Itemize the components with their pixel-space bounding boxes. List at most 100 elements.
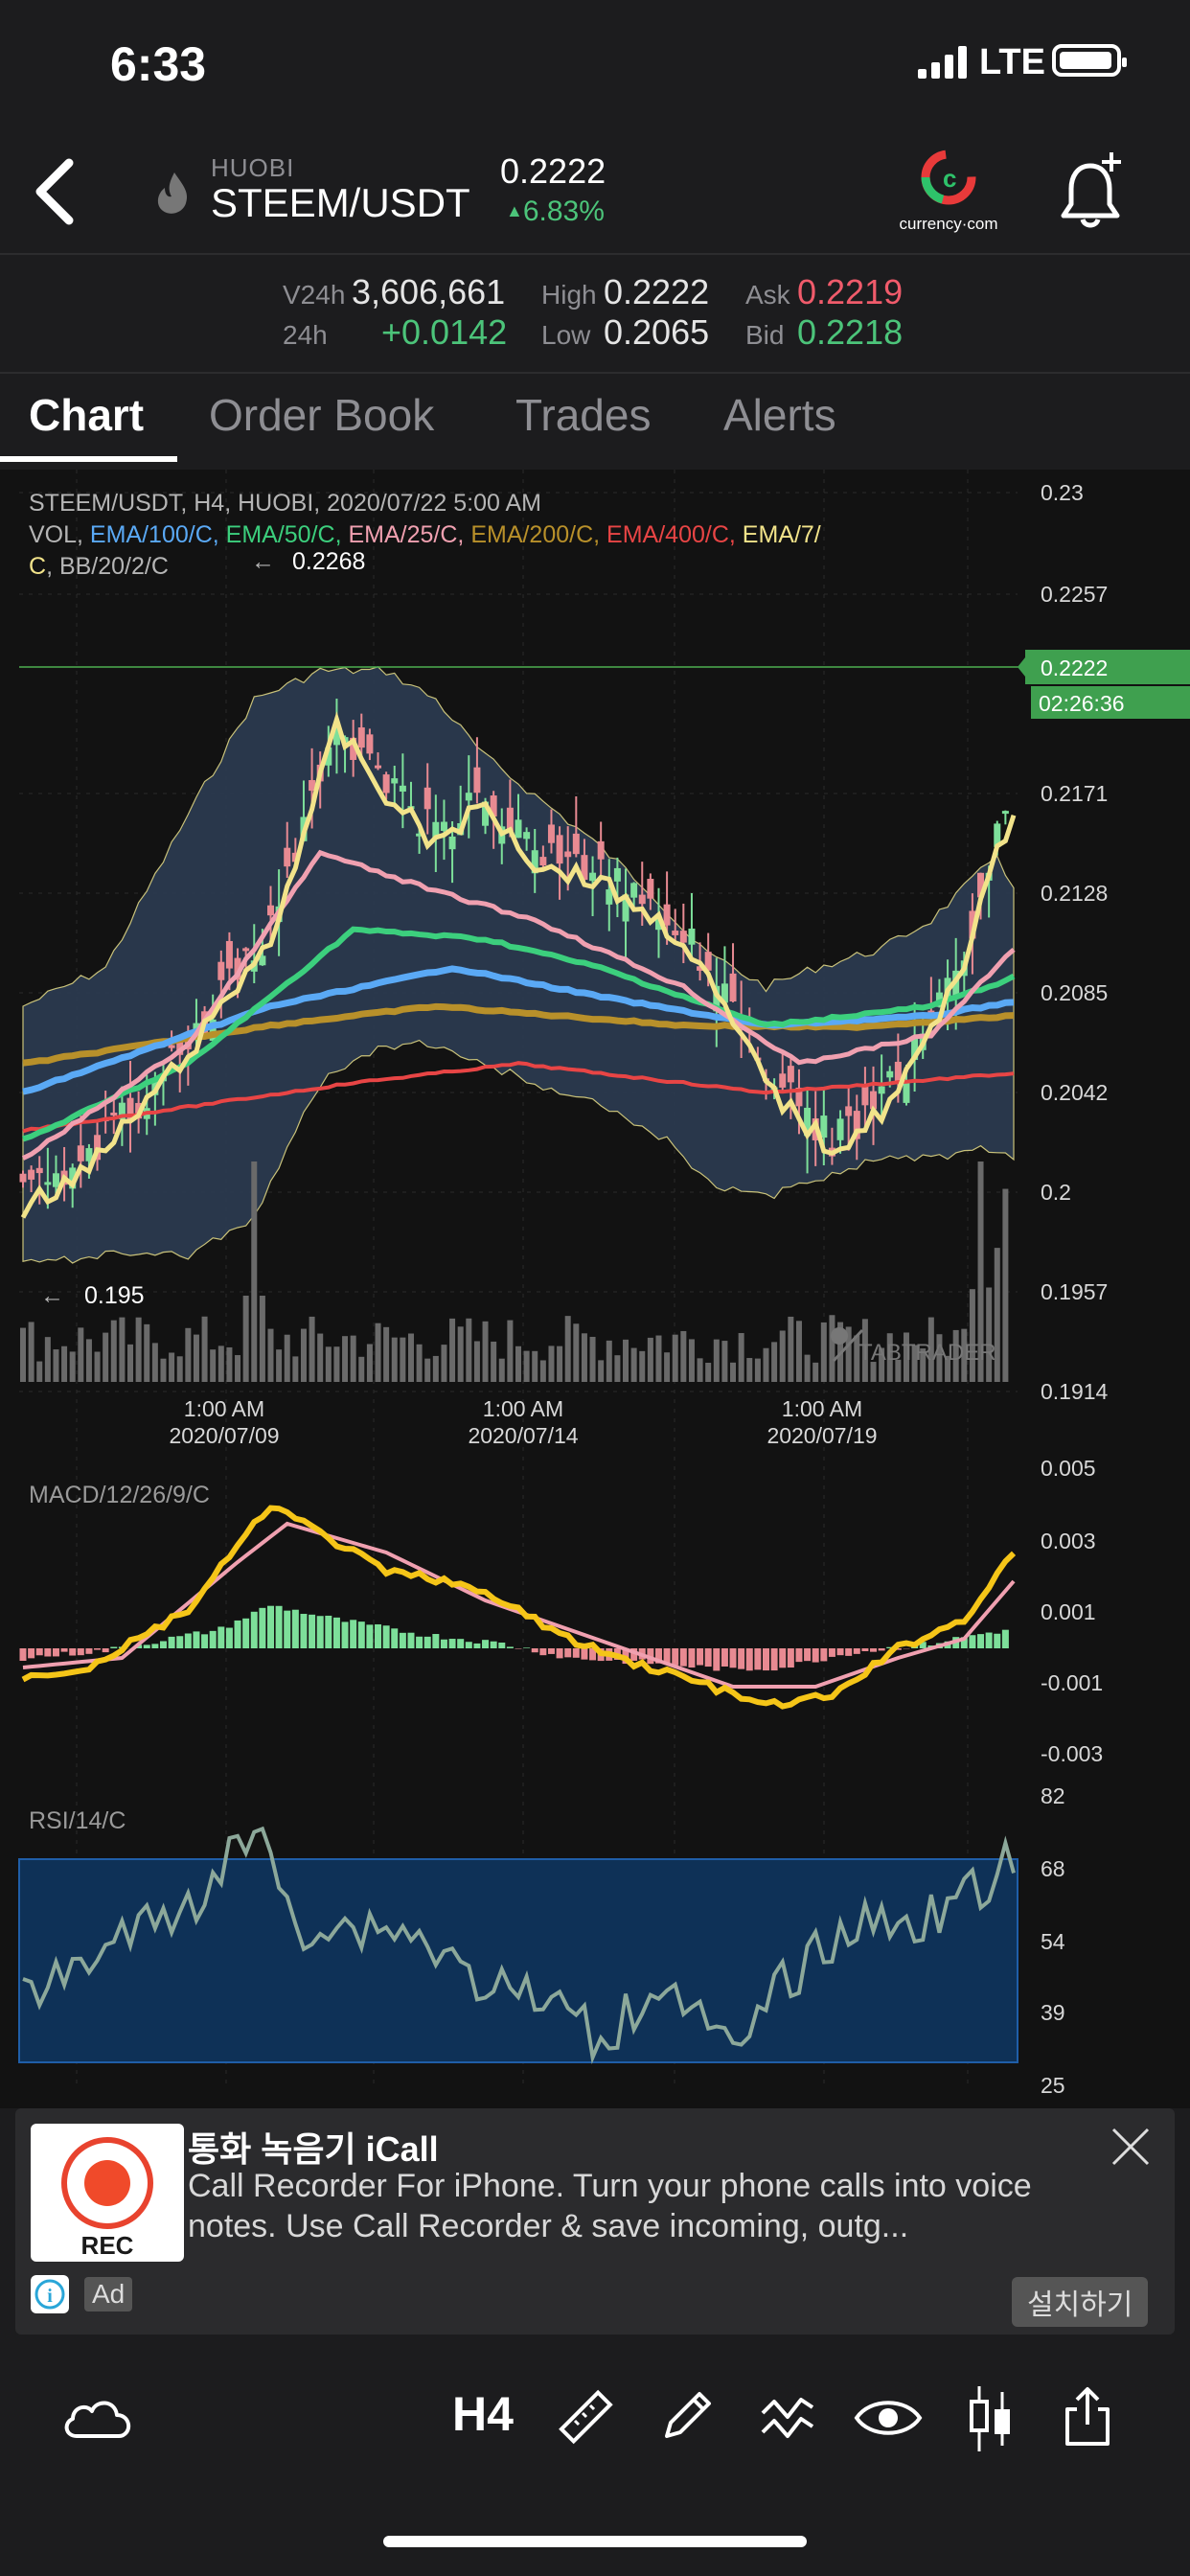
macd-bar <box>697 1648 704 1666</box>
candle-body <box>903 1081 910 1103</box>
candle-body <box>440 821 447 832</box>
time-axis-time: 1:00 AM <box>184 1396 264 1421</box>
currency-com-logo-icon: c currency·com <box>900 150 998 233</box>
candle-body <box>581 855 588 881</box>
candle-body <box>110 1112 118 1116</box>
volume-bar <box>424 1358 431 1382</box>
ad-install-button[interactable]: 설치하기 <box>1012 2277 1149 2327</box>
svg-text:i: i <box>47 2286 53 2307</box>
volume-bar <box>829 1315 835 1382</box>
macd-bar <box>201 1634 209 1648</box>
price-axis-label: 0.2128 <box>1041 881 1108 906</box>
huobi-flame-icon <box>157 172 188 214</box>
indicator-label-2: EMA/25/C, <box>348 521 470 548</box>
macd-bar <box>382 1625 390 1648</box>
ask-label: Ask <box>745 280 790 310</box>
time-axis-time: 1:00 AM <box>782 1396 862 1421</box>
candle-body <box>564 851 572 858</box>
max-arrow-icon: ← <box>251 548 275 575</box>
candle-body <box>606 889 613 905</box>
candle-body <box>448 836 456 850</box>
add-alert-bell-icon[interactable] <box>1052 149 1129 235</box>
candle-body <box>350 737 357 760</box>
macd-bar <box>94 1648 102 1650</box>
eye-icon[interactable] <box>853 2394 924 2442</box>
macd-bar <box>820 1648 828 1662</box>
ask-value: 0.2219 <box>797 272 904 311</box>
ad-info-button[interactable]: i <box>31 2275 69 2313</box>
volume-bar <box>317 1333 324 1382</box>
price-chart[interactable]: 0.23 0.2257 0.2171 0.2128 0.2085 0.2042 0.2 0.1… <box>0 470 1190 2108</box>
macd-bar <box>69 1648 77 1656</box>
macd-bar <box>473 1643 481 1648</box>
price-axis-label: 0.2 <box>1041 1180 1071 1205</box>
candle-body <box>490 795 497 816</box>
indicator-label-3: EMA/200/C, <box>470 521 606 548</box>
volume-bar <box>169 1352 175 1382</box>
tab-chart[interactable]: Chart <box>29 390 145 440</box>
candle-body <box>375 765 382 769</box>
candle-body <box>284 847 291 867</box>
macd-bar <box>35 1648 43 1656</box>
timeframe-button[interactable]: H4 <box>452 2387 514 2441</box>
candle-body <box>357 727 365 748</box>
last-price-tag-text: 0.2222 <box>1041 656 1108 680</box>
indicators-icon[interactable] <box>759 2390 816 2444</box>
candle-body <box>589 872 597 882</box>
ad-title[interactable]: 통화 녹음기 iCall <box>188 2129 439 2169</box>
macd-bar <box>357 1622 365 1648</box>
min-arrow-icon: ← <box>40 1282 64 1309</box>
logo-text: currency·com <box>900 215 998 233</box>
pencil-icon[interactable] <box>657 2388 715 2446</box>
candles-icon[interactable] <box>966 2382 1014 2455</box>
chart-area[interactable]: 0.23 0.2257 0.2171 0.2128 0.2085 0.2042 0.2 0.1… <box>0 470 1190 2108</box>
macd-bar <box>589 1648 597 1661</box>
ad-banner[interactable]: REC 통화 녹음기 iCall Call Recorder For iPhon… <box>15 2108 1175 2334</box>
volume-bar <box>730 1362 737 1382</box>
volume-bar <box>655 1335 662 1382</box>
ruler-icon[interactable] <box>556 2388 613 2446</box>
candle-body <box>638 894 646 905</box>
share-icon[interactable] <box>1062 2386 1113 2448</box>
chart-grid <box>19 470 1018 2089</box>
candle-body <box>391 778 399 784</box>
macd-bar <box>894 1648 902 1650</box>
back-button[interactable] <box>31 153 88 230</box>
ad-description[interactable]: Call Recorder For iPhone. Turn your phon… <box>188 2168 1032 2244</box>
macd-bar <box>225 1627 233 1648</box>
pair-name[interactable]: STEEM/USDT <box>211 180 470 225</box>
candle-body <box>382 774 390 794</box>
tab-alerts[interactable]: Alerts <box>723 390 836 440</box>
macd-bar <box>482 1640 490 1648</box>
currency-com-logo[interactable]: c currency·com <box>886 149 1011 235</box>
volume-bar <box>977 1162 984 1382</box>
volume-bar <box>879 1347 885 1382</box>
macd-histogram <box>19 1605 1009 1671</box>
price-axis-label: 0.2257 <box>1041 582 1108 607</box>
volume-bar <box>705 1362 712 1382</box>
price-axis-label: 0.2171 <box>1041 781 1108 806</box>
macd-bar <box>291 1609 299 1648</box>
candle-body <box>836 1118 844 1140</box>
candle-body <box>291 852 299 862</box>
macd-bar <box>564 1648 572 1658</box>
ad-close-button[interactable] <box>1108 2124 1154 2178</box>
ad-app-icon[interactable]: REC <box>31 2124 184 2262</box>
volume-bar <box>185 1327 192 1382</box>
macd-bar <box>836 1648 844 1656</box>
candle-body <box>309 780 316 792</box>
candle-body <box>597 840 605 860</box>
macd-bar <box>341 1622 349 1648</box>
macd-axis-label: 0.005 <box>1041 1456 1096 1481</box>
candle-body <box>242 948 250 952</box>
home-indicator <box>383 2536 807 2547</box>
price-axis-label: 0.2042 <box>1041 1080 1108 1105</box>
tab-trades[interactable]: Trades <box>515 390 652 440</box>
cloud-icon[interactable] <box>59 2390 136 2444</box>
volume-bar <box>564 1316 571 1382</box>
macd-axis: 0.005 0.003 0.001 -0.001 -0.003 <box>1041 1456 1103 1766</box>
volume-bar <box>763 1347 769 1382</box>
volume-bar <box>119 1317 126 1382</box>
time-axis-time: 1:00 AM <box>483 1396 563 1421</box>
tab-order-book[interactable]: Order Book <box>209 390 435 440</box>
